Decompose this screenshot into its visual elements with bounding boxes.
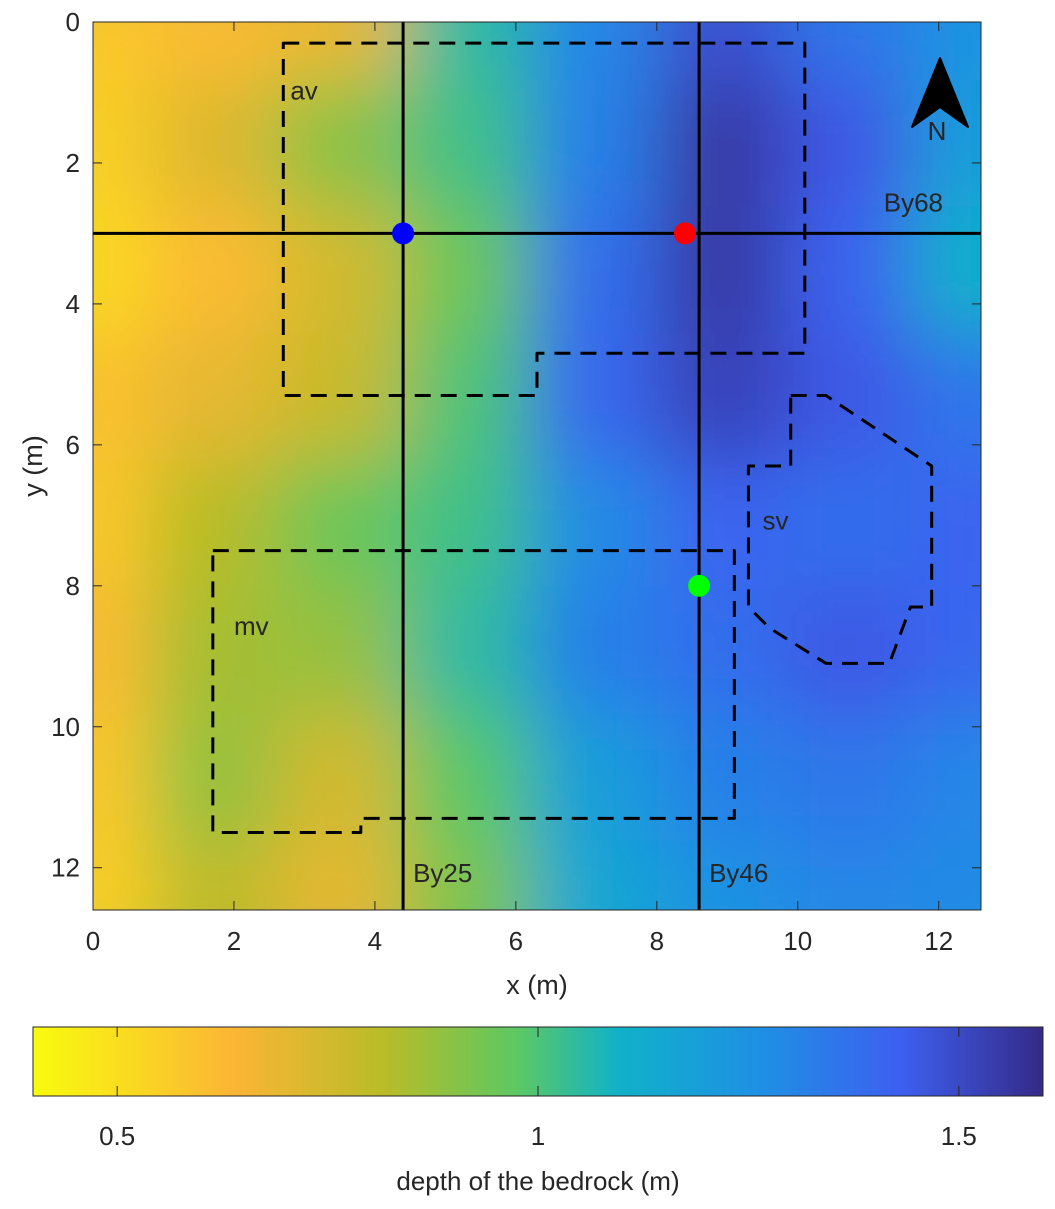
x-tick-label: 6 (509, 926, 523, 956)
heatmap-cell (657, 460, 797, 599)
colorbar-gradient (32, 1026, 1044, 1097)
heatmap-cell (404, 586, 543, 726)
heatmap-cell (911, 713, 981, 853)
y-tick-label: 10 (51, 712, 80, 742)
colorbar-tick-label: 1 (531, 1121, 545, 1151)
x-tick-label: 4 (368, 926, 382, 956)
y-tick-label: 12 (51, 853, 80, 883)
heatmap-cell (911, 586, 981, 726)
heatmap-cell (277, 586, 417, 726)
heatmap-cell (150, 713, 290, 853)
heatmap-cell (277, 79, 417, 219)
plot-frame (92, 21, 982, 911)
heatmap-cell (531, 713, 670, 853)
zone-outline-av (281, 41, 807, 398)
x-tick-label: 8 (650, 926, 664, 956)
zone-label-mv: mv (234, 611, 269, 641)
x-tick-label: 2 (227, 926, 241, 956)
heatmap-cell (657, 713, 797, 853)
y-tick-label: 0 (66, 7, 80, 37)
colorbar: 0.5 1 1.5 depth of the bedrock (m) (32, 1026, 1044, 1196)
heatmap-cell (531, 460, 670, 599)
profile-label-By46: By46 (709, 858, 768, 888)
heatmap-cell (657, 586, 797, 726)
x-tick-label: 0 (86, 926, 100, 956)
x-tick-label: 12 (924, 926, 953, 956)
marker-point-2 (674, 222, 696, 245)
heatmap-cell (404, 460, 543, 599)
y-axis: 0 2 4 6 8 10 12 (51, 7, 981, 883)
heatmap-cell (911, 460, 981, 599)
heatmap-cell (657, 79, 797, 219)
heatmap-cell (531, 22, 670, 92)
heatmap-cell (911, 206, 981, 346)
x-axis-title: x (m) (506, 970, 567, 1000)
x-axis: 0 2 4 6 8 10 12 (86, 22, 953, 956)
colorbar-ticks: 0.5 1 1.5 (99, 1027, 977, 1151)
heatmap-cell (784, 460, 924, 599)
profile-label-By25: By25 (413, 858, 472, 888)
heatmap-cell (277, 460, 417, 599)
heatmap-cell (404, 206, 543, 346)
heatmap-cell (150, 840, 290, 910)
colorbar-tick-label: 1.5 (941, 1121, 977, 1151)
heatmap-cell (404, 333, 543, 472)
zone-label-av: av (290, 76, 317, 106)
points (392, 222, 711, 597)
heatmap-cell (150, 206, 290, 346)
colorbar-label: depth of the bedrock (m) (396, 1166, 679, 1196)
heatmap-cell (404, 713, 543, 853)
y-tick-label: 6 (66, 430, 80, 460)
heatmap-cell (277, 840, 417, 910)
heatmap-cell (657, 22, 797, 92)
x-tick-label: 10 (783, 926, 812, 956)
colorbar-tick-label: 0.5 (99, 1121, 135, 1151)
heatmap-cell (531, 333, 670, 472)
heatmap-cell (531, 79, 670, 219)
marker-point-1 (392, 222, 415, 245)
heatmap-cell (784, 586, 924, 726)
heatmap-cell (277, 333, 417, 472)
heatmap-cell (150, 79, 290, 219)
profile-label-By68: By68 (884, 187, 943, 217)
heatmap-cell (657, 333, 797, 472)
zone-outline-sv (746, 394, 934, 665)
y-tick-label: 8 (66, 571, 80, 601)
heatmap-cell (531, 586, 670, 726)
zone-outline-mv (211, 549, 736, 834)
heatmap-cell (531, 206, 670, 346)
north-arrow: N (911, 57, 969, 146)
y-axis-title: y (m) (18, 435, 48, 496)
heatmap-cell (150, 333, 290, 472)
heatmap-cell (784, 206, 924, 346)
heatmap-cell (784, 713, 924, 853)
heatmap-cells (93, 22, 981, 910)
heatmap-cell (531, 840, 670, 910)
heatmap-cell (150, 460, 290, 599)
heatmap-cell (404, 79, 543, 219)
plot-area: av mv sv By25 By46 By68 N 0 2 4 6 8 10 12 0 2 4 6 8 10 1… (18, 7, 982, 1000)
heatmap-cell (657, 840, 797, 910)
heatmap-cell (150, 22, 290, 92)
heatmap-cell (150, 586, 290, 726)
heatmap-cell (911, 840, 981, 910)
heatmap-cell (277, 713, 417, 853)
north-arrow-label: N (928, 116, 947, 146)
y-tick-label: 2 (66, 148, 80, 178)
marker-point-3 (688, 574, 711, 597)
heatmap-cell (784, 79, 924, 219)
profile-lines: By25 By46 By68 (93, 22, 981, 910)
heatmap-cell (784, 840, 924, 910)
heatmap-cell (404, 22, 543, 92)
zone-label-sv: sv (763, 505, 789, 535)
heatmap-cell (784, 333, 924, 472)
heatmap-cell (404, 840, 543, 910)
zones: av mv sv (211, 41, 934, 834)
y-tick-label: 4 (66, 289, 80, 319)
heatmap-cell (911, 333, 981, 472)
north-arrow-icon (911, 57, 969, 128)
